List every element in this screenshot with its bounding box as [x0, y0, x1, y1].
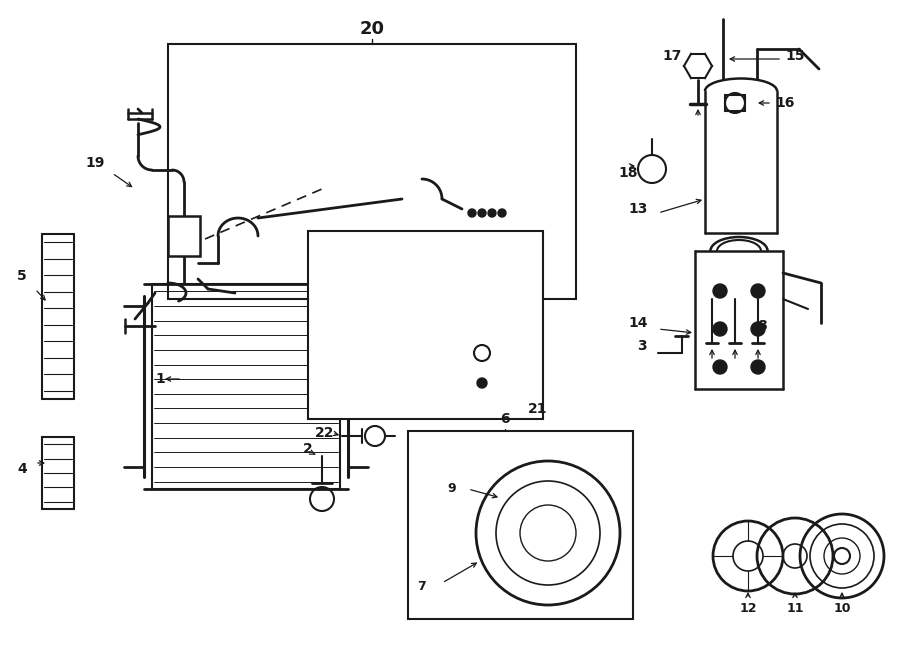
Circle shape	[751, 360, 765, 374]
Bar	[168, 216, 200, 256]
Bar	[308, 231, 543, 419]
Text: 13: 13	[628, 202, 648, 216]
Text: 12: 12	[739, 602, 757, 615]
Circle shape	[713, 360, 727, 374]
Text: 5: 5	[17, 269, 27, 283]
Text: 20: 20	[359, 20, 384, 38]
Circle shape	[713, 284, 727, 298]
Text: 18: 18	[618, 166, 638, 180]
Text: 7: 7	[418, 580, 427, 592]
Text: 1: 1	[155, 372, 165, 386]
Text: 16: 16	[775, 96, 795, 110]
Bar	[168, 44, 576, 299]
Circle shape	[468, 209, 476, 217]
Text: 15: 15	[785, 49, 805, 63]
Text: 11: 11	[787, 602, 804, 615]
Text: 4: 4	[17, 462, 27, 476]
Text: 21: 21	[528, 402, 547, 416]
Text: 8: 8	[757, 319, 767, 333]
Text: 2: 2	[303, 442, 313, 456]
Bar	[408, 431, 633, 619]
Circle shape	[488, 209, 496, 217]
Text: 19: 19	[86, 156, 104, 170]
Text: 10: 10	[833, 602, 850, 615]
Text: 6: 6	[500, 412, 509, 426]
Text: 9: 9	[447, 483, 456, 496]
Text: 3: 3	[637, 339, 647, 353]
Text: 22: 22	[315, 426, 335, 440]
Circle shape	[751, 322, 765, 336]
Circle shape	[713, 322, 727, 336]
Circle shape	[478, 209, 486, 217]
Circle shape	[498, 209, 506, 217]
Circle shape	[751, 284, 765, 298]
Circle shape	[477, 378, 487, 388]
Text: 14: 14	[628, 316, 648, 330]
Text: 17: 17	[662, 49, 681, 63]
